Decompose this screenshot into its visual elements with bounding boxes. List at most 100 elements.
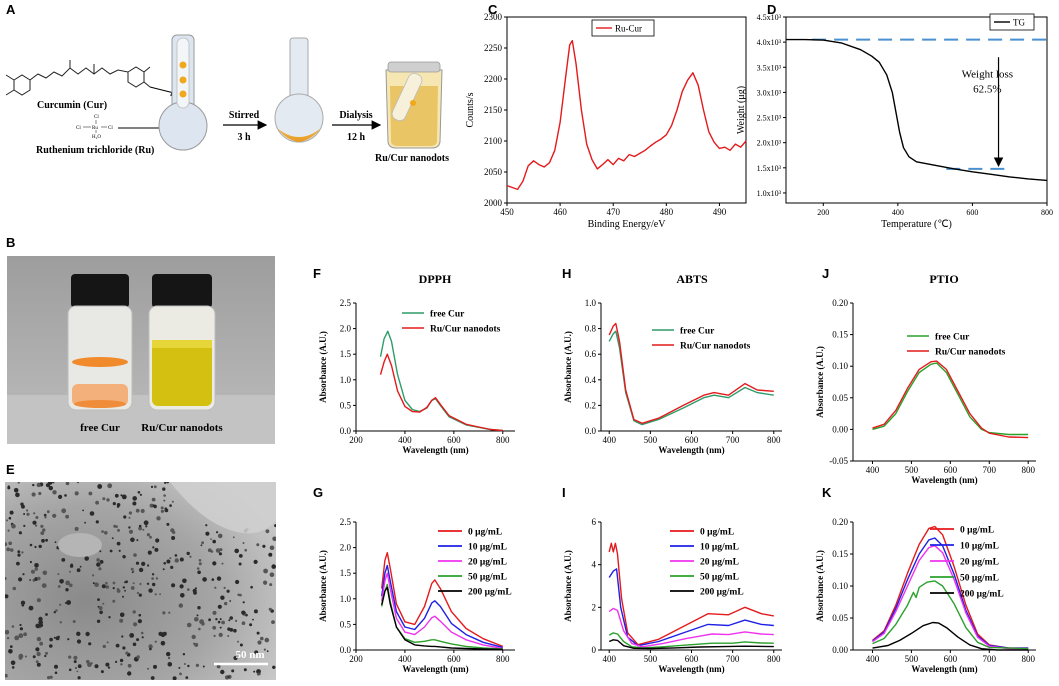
nanodot <box>61 508 67 514</box>
y-axis-label: Absorbance (A.U.) <box>815 346 825 418</box>
nanodot <box>218 632 223 638</box>
nanodot <box>43 513 47 517</box>
nanodot <box>14 635 20 641</box>
nanodot <box>24 655 27 658</box>
nanodot <box>164 482 167 484</box>
y-axis-label: Absorbance (A.U.) <box>563 331 573 403</box>
nanodot <box>11 523 16 529</box>
nanodot <box>100 670 104 674</box>
nanodot <box>249 623 253 627</box>
nanodot <box>73 660 77 664</box>
nanodot <box>72 620 76 623</box>
nanodot <box>128 526 131 529</box>
chart-g-dpph-conc: 200 400 600 800 0.0 0.5 1.0 1.5 2.0 2.5 Wavelength… <box>318 517 515 674</box>
step2-bottom-label: 12 h <box>347 132 366 143</box>
nanodot <box>232 536 235 539</box>
nanodot <box>18 656 23 660</box>
nanodot <box>241 610 246 615</box>
nanodot <box>169 557 172 560</box>
nanodot <box>68 655 72 659</box>
nanodot <box>138 524 142 528</box>
nanodot <box>197 570 201 575</box>
nanodot <box>132 610 136 614</box>
nanodot <box>234 548 239 554</box>
nanodot <box>45 483 51 488</box>
nanodot <box>35 516 39 519</box>
dialysis-beaker-icon <box>385 61 443 149</box>
legend-label: Ru-Cur <box>615 24 642 34</box>
nanodot <box>216 664 221 669</box>
nanodot <box>130 586 135 590</box>
y-tick-label: 0.4 <box>585 375 597 385</box>
nanodot <box>52 513 57 518</box>
nanodot <box>162 568 165 571</box>
nanodot <box>76 639 82 644</box>
nanodot <box>219 618 222 621</box>
nanodot <box>202 577 207 582</box>
product-label: Ru/Cur nanodots <box>375 153 449 164</box>
panel-letter-i: I <box>562 485 566 500</box>
panel-letter-c: C <box>488 2 498 17</box>
vial-free-cur-icon <box>67 274 133 411</box>
x-axis-label: Wavelength (nm) <box>658 664 724 674</box>
nanodot <box>212 610 217 615</box>
nanodot <box>74 491 79 496</box>
nanodot <box>233 655 238 661</box>
nanodot <box>150 485 154 488</box>
nanodot <box>105 585 110 589</box>
nanodot <box>160 640 166 646</box>
nanodot <box>213 634 216 638</box>
x-tick-label: 600 <box>447 435 461 445</box>
nanodot <box>136 591 139 595</box>
legend-box <box>591 19 655 37</box>
plot-frame <box>506 16 747 204</box>
nanodot <box>210 538 213 540</box>
ruthenium-label: Ruthenium trichloride (Ru) <box>36 145 154 156</box>
nanodot <box>218 552 222 556</box>
nanodot <box>241 621 246 625</box>
y-tick-label: 2000 <box>484 198 503 208</box>
x-tick-label: 600 <box>944 465 958 475</box>
x-axis-label: Wavelength (nm) <box>402 445 468 455</box>
nanodot <box>169 504 172 507</box>
nanodot <box>171 583 176 588</box>
nanodot <box>196 567 200 570</box>
nanodot <box>263 580 268 585</box>
nanodot <box>179 557 184 562</box>
x-tick-label: 200 <box>349 435 363 445</box>
nanodot <box>205 524 208 527</box>
series-line <box>608 322 774 424</box>
nanodot <box>37 576 41 581</box>
nanodot <box>38 620 43 625</box>
nanodot <box>217 620 221 624</box>
nanodot <box>20 502 24 506</box>
nanodot <box>13 488 19 493</box>
x-tick-label: 200 <box>349 654 363 664</box>
legend-label: 10 μg/mL <box>960 542 999 552</box>
series-line <box>379 353 503 432</box>
y-tick-label: 2.5x10³ <box>757 114 782 123</box>
nanodot <box>96 619 101 623</box>
ru-atom: Ru <box>92 126 98 131</box>
legend-label: 10 μg/mL <box>468 543 507 553</box>
nanodot <box>68 668 72 672</box>
nanodot <box>10 660 16 666</box>
nanodot <box>198 559 202 562</box>
nanodot <box>36 651 41 657</box>
nanodot <box>8 541 12 546</box>
nanodot <box>226 589 230 593</box>
nanodot <box>121 635 124 638</box>
nanodot <box>116 588 120 591</box>
nanodot <box>35 524 38 527</box>
nanodot <box>21 604 25 607</box>
y-tick-label: 0.0 <box>340 426 352 436</box>
nanodot <box>180 593 185 598</box>
h2o-ligand: H₂O <box>92 135 101 140</box>
nanodot <box>16 561 20 566</box>
nanodot <box>101 530 104 533</box>
nanodot <box>76 670 79 673</box>
nanodot <box>52 490 57 495</box>
nanodot <box>9 510 14 515</box>
nanodot <box>274 524 276 528</box>
annotation-line1: Weight loss <box>962 68 1013 80</box>
